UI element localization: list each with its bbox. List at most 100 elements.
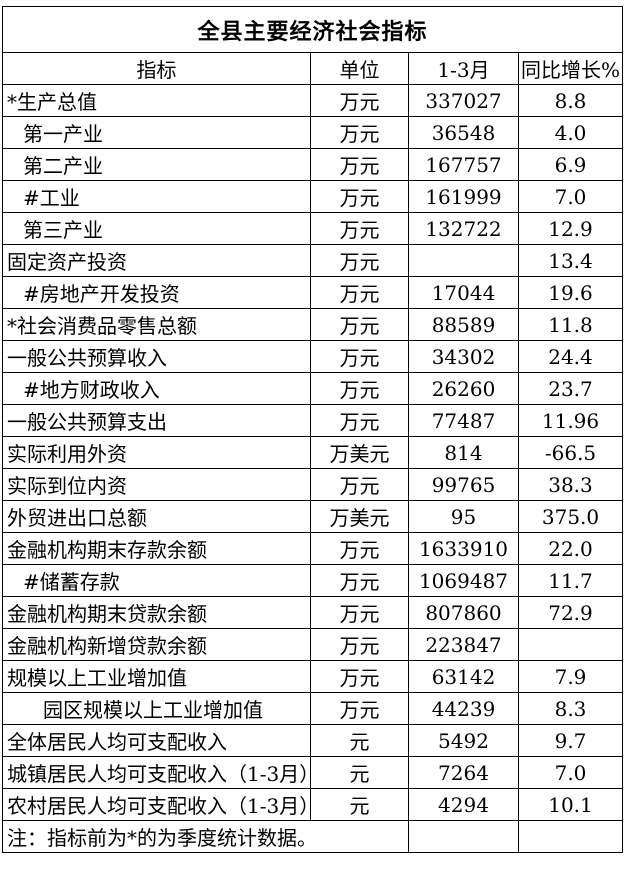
table-row: 规模以上工业增加值 万元 63142 7.9 bbox=[2, 660, 624, 693]
value-cell: 1069487 bbox=[408, 564, 519, 597]
table-row: 城镇居民人均可支配收入（1-3月） 元 7264 7.0 bbox=[2, 756, 624, 789]
header-row: 指标 单位 1-3月 同比增长% bbox=[2, 52, 624, 85]
unit-cell: 万元 bbox=[310, 532, 409, 565]
unit-cell: 万美元 bbox=[310, 500, 409, 533]
value-cell bbox=[408, 244, 519, 277]
table-row: #房地产开发投资 万元 17044 19.6 bbox=[2, 276, 624, 309]
table-row: 园区规模以上工业增加值 万元 44239 8.3 bbox=[2, 692, 624, 725]
growth-cell: 7.9 bbox=[517, 660, 624, 693]
table-row: #工业 万元 161999 7.0 bbox=[2, 180, 624, 213]
table-row: *社会消费品零售总额 万元 88589 11.8 bbox=[2, 308, 624, 341]
indicator-cell: 金融机构期末存款余额 bbox=[2, 532, 311, 565]
indicator-cell: 城镇居民人均可支配收入（1-3月） bbox=[2, 756, 311, 789]
unit-cell: 万元 bbox=[310, 244, 409, 277]
indicator-cell: 金融机构期末贷款余额 bbox=[2, 596, 311, 629]
page-title: 全县主要经济社会指标 bbox=[1, 6, 624, 53]
table-row: #地方财政收入 万元 26260 23.7 bbox=[2, 372, 624, 405]
unit-cell: 元 bbox=[310, 756, 409, 789]
table-row: 金融机构期末贷款余额 万元 807860 72.9 bbox=[2, 596, 624, 629]
growth-cell: 11.96 bbox=[517, 404, 624, 437]
growth-cell: 10.1 bbox=[517, 788, 624, 821]
footnote: 注：指标前为*的为季度统计数据。 bbox=[2, 820, 409, 853]
growth-cell: 24.4 bbox=[517, 340, 624, 373]
unit-cell: 万元 bbox=[310, 340, 409, 373]
unit-cell: 万元 bbox=[310, 468, 409, 501]
value-cell: 44239 bbox=[408, 692, 519, 725]
value-cell: 132722 bbox=[408, 212, 519, 245]
indicator-cell: 规模以上工业增加值 bbox=[2, 660, 311, 693]
unit-cell: 万元 bbox=[310, 404, 409, 437]
unit-cell: 万元 bbox=[310, 308, 409, 341]
table-row: 外贸进出口总额 万美元 95 375.0 bbox=[2, 500, 624, 533]
growth-cell: 7.0 bbox=[517, 756, 624, 789]
unit-cell: 万美元 bbox=[310, 436, 409, 469]
table-row: 金融机构新增贷款余额 万元 223847 bbox=[2, 628, 624, 661]
value-cell: 63142 bbox=[408, 660, 519, 693]
unit-cell: 万元 bbox=[310, 372, 409, 405]
growth-cell: 7.0 bbox=[517, 180, 624, 213]
indicator-cell: #储蓄存款 bbox=[2, 564, 311, 597]
growth-cell: 8.3 bbox=[517, 692, 624, 725]
unit-cell: 元 bbox=[310, 788, 409, 821]
economic-indicators-table: 全县主要经济社会指标 指标 单位 1-3月 同比增长% *生产总值 万元 337… bbox=[1, 6, 624, 853]
table-row: 全体居民人均可支配收入 元 5492 9.7 bbox=[2, 724, 624, 757]
indicator-cell: 一般公共预算收入 bbox=[2, 340, 311, 373]
value-cell: 814 bbox=[408, 436, 519, 469]
value-cell: 77487 bbox=[408, 404, 519, 437]
growth-cell: 22.0 bbox=[517, 532, 624, 565]
title-row: 全县主要经济社会指标 bbox=[1, 6, 624, 53]
table-row: 一般公共预算支出 万元 77487 11.96 bbox=[2, 404, 624, 437]
value-cell: 1633910 bbox=[408, 532, 519, 565]
value-cell: 5492 bbox=[408, 724, 519, 757]
value-cell: 7264 bbox=[408, 756, 519, 789]
indicator-cell: 农村居民人均可支配收入（1-3月） bbox=[2, 788, 311, 821]
value-cell: 223847 bbox=[408, 628, 519, 661]
unit-cell: 万元 bbox=[310, 116, 409, 149]
indicator-cell: 园区规模以上工业增加值 bbox=[2, 692, 311, 725]
value-cell: 34302 bbox=[408, 340, 519, 373]
column-header-unit: 单位 bbox=[310, 52, 409, 85]
growth-cell: 11.7 bbox=[517, 564, 624, 597]
indicator-cell: 全体居民人均可支配收入 bbox=[2, 724, 311, 757]
value-cell: 167757 bbox=[408, 148, 519, 181]
empty-cell bbox=[408, 820, 519, 853]
value-cell: 4294 bbox=[408, 788, 519, 821]
value-cell: 17044 bbox=[408, 276, 519, 309]
growth-cell bbox=[517, 628, 624, 661]
unit-cell: 万元 bbox=[310, 564, 409, 597]
table-row: 一般公共预算收入 万元 34302 24.4 bbox=[2, 340, 624, 373]
table-row: #储蓄存款 万元 1069487 11.7 bbox=[2, 564, 624, 597]
unit-cell: 万元 bbox=[310, 276, 409, 309]
indicator-cell: 金融机构新增贷款余额 bbox=[2, 628, 311, 661]
unit-cell: 万元 bbox=[310, 212, 409, 245]
value-cell: 95 bbox=[408, 500, 519, 533]
unit-cell: 万元 bbox=[310, 84, 409, 117]
indicator-cell: 第二产业 bbox=[2, 148, 311, 181]
indicator-cell: 固定资产投资 bbox=[2, 244, 311, 277]
indicator-cell: 第三产业 bbox=[2, 212, 311, 245]
growth-cell: 13.4 bbox=[517, 244, 624, 277]
indicator-cell: #工业 bbox=[2, 180, 311, 213]
indicator-cell: 外贸进出口总额 bbox=[2, 500, 311, 533]
growth-cell: 72.9 bbox=[517, 596, 624, 629]
growth-cell: 11.8 bbox=[517, 308, 624, 341]
column-header-growth: 同比增长% bbox=[517, 52, 624, 85]
unit-cell: 万元 bbox=[310, 180, 409, 213]
table-row: 第二产业 万元 167757 6.9 bbox=[2, 148, 624, 181]
growth-cell: 19.6 bbox=[517, 276, 624, 309]
indicator-cell: 实际到位内资 bbox=[2, 468, 311, 501]
table-row: 固定资产投资 万元 13.4 bbox=[2, 244, 624, 277]
indicator-cell: *社会消费品零售总额 bbox=[2, 308, 311, 341]
table-row: 实际利用外资 万美元 814 -66.5 bbox=[2, 436, 624, 469]
growth-cell: 8.8 bbox=[517, 84, 624, 117]
indicator-cell: 实际利用外资 bbox=[2, 436, 311, 469]
growth-cell: 38.3 bbox=[517, 468, 624, 501]
indicator-cell: #地方财政收入 bbox=[2, 372, 311, 405]
growth-cell: 4.0 bbox=[517, 116, 624, 149]
value-cell: 26260 bbox=[408, 372, 519, 405]
value-cell: 36548 bbox=[408, 116, 519, 149]
value-cell: 807860 bbox=[408, 596, 519, 629]
table-row: 实际到位内资 万元 99765 38.3 bbox=[2, 468, 624, 501]
indicator-cell: 一般公共预算支出 bbox=[2, 404, 311, 437]
growth-cell: 375.0 bbox=[517, 500, 624, 533]
